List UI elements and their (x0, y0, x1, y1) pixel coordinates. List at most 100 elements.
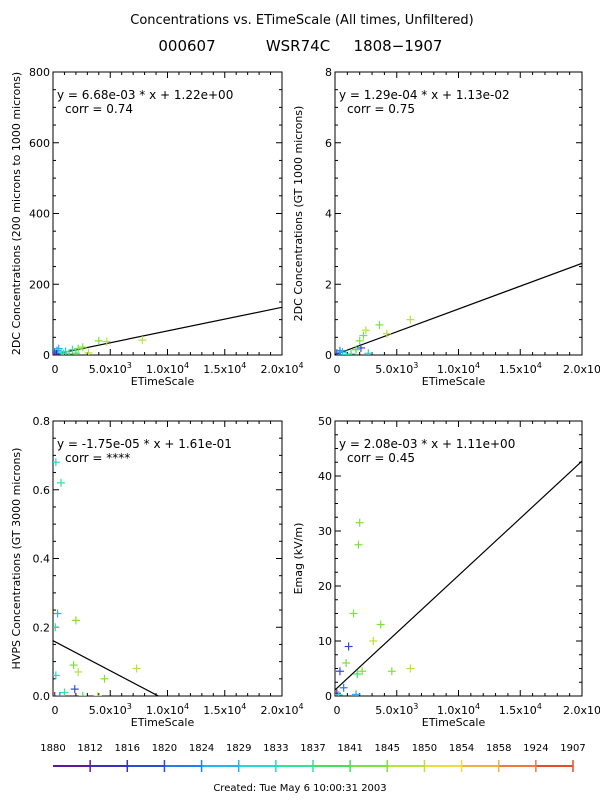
subtitle-date: 000607 (158, 37, 215, 55)
y-tick-label: 0 (43, 349, 50, 362)
colorbar-label: 1858 (486, 743, 511, 754)
data-point (342, 659, 351, 667)
y-tick-label: 10 (318, 635, 332, 648)
figure-title: Concentrations vs. ETimeScale (All times… (130, 13, 474, 28)
data-point (138, 336, 147, 345)
y-tick-label: 0.2 (33, 621, 51, 634)
x-tick-label: 1.0x104 (437, 361, 480, 376)
panel-2dc-200-1000: 0 200 400 600 800 0 5.0x103 1.0x104 1.5x104 2.0x1… (10, 66, 304, 388)
x-tick-label: 5.0x103 (89, 361, 132, 376)
fit-equation: y = 1.29e-04 * x + 1.13e-02 (339, 88, 510, 102)
y-tick-label: 2 (325, 278, 332, 291)
y-tick-label: 40 (318, 470, 332, 483)
data-point (78, 692, 87, 696)
data-point (347, 349, 356, 355)
fit-equation: y = -1.75e-05 * x + 1.61e-01 (57, 437, 232, 451)
y-axis-label: Emag (kV/m) (292, 523, 305, 595)
x-axis-label: ETimeScale (131, 716, 195, 729)
y-tick-label: 6 (325, 137, 332, 150)
data-point (53, 623, 60, 632)
colorbar-label: 1924 (523, 743, 548, 754)
data-point (358, 667, 367, 676)
data-point (71, 616, 80, 625)
fit-equation: y = 2.08e-03 * x + 1.11e+00 (339, 437, 515, 451)
y-tick-label: 200 (29, 278, 50, 291)
colorbar-label: 1907 (560, 743, 585, 754)
data-point (364, 349, 373, 355)
x-axis-label: ETimeScale (131, 375, 195, 388)
data-point (353, 670, 362, 678)
x-tick-label: 0 (52, 704, 59, 717)
colorbar-label: 1816 (115, 743, 140, 754)
correlation-text: corr = 0.75 (347, 102, 415, 116)
data-point (54, 344, 63, 353)
data-point (53, 671, 60, 680)
data-point (369, 637, 378, 645)
y-tick-label: 0.8 (33, 415, 51, 428)
fit-line (335, 460, 582, 691)
colorbar-label: 1845 (375, 743, 400, 754)
data-point (53, 692, 59, 696)
x-tick-label: 1.5x104 (203, 361, 246, 376)
data-point (53, 609, 62, 618)
data-point (359, 331, 368, 340)
data-point (355, 518, 364, 527)
data-point (335, 689, 341, 696)
data-point (132, 664, 141, 673)
data-point (53, 458, 60, 467)
data-point (74, 344, 83, 353)
y-tick-label: 8 (325, 66, 332, 79)
data-point (65, 349, 74, 355)
colorbar-label: 1880 (40, 743, 65, 754)
fit-equation: y = 6.68e-03 * x + 1.22e+00 (57, 88, 233, 102)
data-point (406, 315, 415, 324)
correlation-text: corr = **** (65, 451, 130, 465)
time-colorbar: 1880 1812 1816 1820 1824 1829 1833 1837 1841 1845… (40, 743, 586, 772)
data-point (361, 326, 370, 335)
y-tick-label: 0.4 (33, 553, 51, 566)
x-tick-label: 2.0x10 (563, 363, 600, 376)
data-point (335, 690, 343, 696)
panel-2dc-gt1000: 0 2 4 6 8 0 5.0x103 1.0x104 1.5x104 2.0x10 ETimeSc… (292, 66, 600, 388)
data-point (351, 345, 360, 354)
data-point (100, 674, 109, 683)
y-tick-label: 30 (318, 525, 332, 538)
data-point (60, 688, 69, 696)
fit-line (53, 640, 160, 696)
data-point (84, 348, 93, 355)
colorbar-label: 1854 (449, 743, 474, 754)
created-timestamp: Created: Tue May 6 10:00:31 2003 (213, 783, 386, 794)
data-point (406, 664, 415, 673)
x-tick-label: 5.0x103 (375, 702, 418, 717)
colorbar-label: 1812 (77, 743, 102, 754)
data-point (70, 685, 79, 694)
data-point (387, 667, 396, 676)
data-point (71, 349, 80, 355)
x-tick-label: 1.0x104 (146, 702, 189, 717)
colorbar-label: 1841 (337, 743, 362, 754)
x-tick-label: 1.5x104 (499, 361, 542, 376)
data-point (349, 609, 358, 618)
subtitle-station: WSR74C (266, 37, 330, 55)
y-tick-label: 800 (29, 66, 50, 79)
data-point (354, 540, 363, 549)
y-tick-label: 4 (325, 208, 332, 221)
correlation-text: corr = 0.74 (65, 102, 133, 116)
colorbar-label: 1837 (300, 743, 325, 754)
colorbar-label: 1820 (152, 743, 177, 754)
y-tick-label: 50 (318, 415, 332, 428)
data-point (93, 692, 102, 696)
y-axis-label: HVPS Concentrations (GT 3000 microns) (10, 448, 23, 670)
subtitle-range: 1808−1907 (354, 37, 443, 55)
data-point (376, 620, 385, 629)
y-axis-label: 2DC Concentrations (GT 1000 microns) (292, 106, 305, 322)
data-point (339, 683, 348, 692)
x-tick-label: 1.5x104 (499, 702, 542, 717)
data-point (375, 320, 384, 329)
data-point (69, 661, 78, 670)
